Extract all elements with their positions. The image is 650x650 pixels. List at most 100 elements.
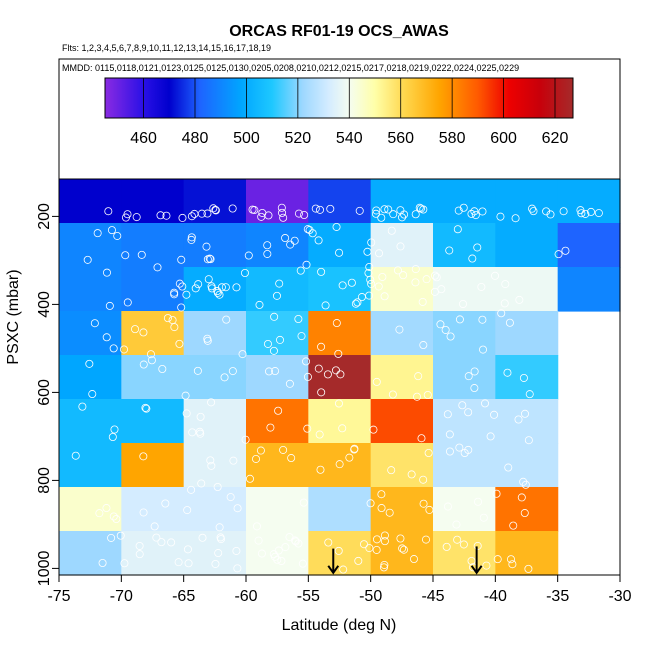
sample-point xyxy=(431,271,440,280)
sample-point xyxy=(459,540,468,549)
heatmap-cell xyxy=(495,487,559,532)
sample-point xyxy=(206,456,215,465)
sample-point xyxy=(430,287,439,296)
heatmap-cell xyxy=(121,355,185,400)
heatmap-cell xyxy=(495,531,559,576)
sample-point xyxy=(102,268,111,277)
sample-point xyxy=(182,409,191,418)
sample-point xyxy=(496,212,505,221)
heatmap-cell xyxy=(59,355,122,400)
sample-point xyxy=(232,546,241,555)
heatmap-cell xyxy=(246,223,309,268)
sample-point xyxy=(315,430,324,439)
sample-point xyxy=(453,535,462,544)
sample-point xyxy=(139,328,148,337)
sample-point xyxy=(316,205,325,214)
heatmap-cell xyxy=(121,179,185,224)
sample-point xyxy=(339,565,348,574)
heatmap-cell xyxy=(59,399,122,444)
sample-point xyxy=(168,316,177,325)
sample-point xyxy=(132,213,141,222)
sample-point xyxy=(137,250,146,259)
sample-point xyxy=(367,238,376,247)
sample-point xyxy=(187,212,196,221)
sample-point xyxy=(366,499,375,508)
heatmap-cell xyxy=(183,355,247,400)
x-tick-label: -75 xyxy=(47,588,70,605)
sample-point xyxy=(528,204,537,213)
sample-point xyxy=(107,226,116,235)
heatmap-cell xyxy=(433,399,496,444)
sample-point xyxy=(422,275,431,284)
sample-point xyxy=(105,301,114,310)
sample-point xyxy=(525,390,534,399)
heatmap-cell xyxy=(370,399,434,444)
sample-point xyxy=(380,292,389,301)
sample-point xyxy=(473,541,482,550)
sample-point xyxy=(508,560,517,569)
heatmap-cell xyxy=(370,531,434,576)
heatmap-cell xyxy=(59,443,122,488)
sample-point xyxy=(334,399,343,408)
sample-point xyxy=(446,332,455,341)
sample-point xyxy=(109,344,118,353)
sample-point xyxy=(264,367,273,376)
arrow-annotations xyxy=(327,546,483,575)
colorbar-frame xyxy=(58,58,621,180)
colorbar-tick-label: 600 xyxy=(490,130,517,147)
sample-point xyxy=(146,350,155,359)
sample-point xyxy=(413,392,422,401)
sample-point xyxy=(455,443,464,452)
sample-point xyxy=(263,241,272,250)
sample-point xyxy=(102,504,111,513)
sample-point xyxy=(256,446,265,455)
sample-point xyxy=(407,470,416,479)
sample-point xyxy=(464,408,473,417)
sample-point xyxy=(419,341,428,350)
sample-point xyxy=(418,297,427,306)
sample-point xyxy=(269,346,278,355)
sample-points xyxy=(71,203,603,574)
sample-point xyxy=(287,454,296,463)
sample-point xyxy=(228,367,237,376)
sample-point xyxy=(372,535,381,544)
sample-point xyxy=(241,435,250,444)
sample-point xyxy=(279,213,288,222)
sample-point xyxy=(141,403,150,412)
sample-point xyxy=(157,538,166,547)
sample-point xyxy=(316,465,325,474)
sample-point xyxy=(254,536,263,545)
sample-point xyxy=(478,315,487,324)
sample-point xyxy=(432,273,441,282)
colorbar-ticks: 460 480 500 520 540 560 580 600 620 xyxy=(130,78,568,147)
sample-point xyxy=(163,314,172,323)
sample-point xyxy=(504,463,513,472)
sample-point xyxy=(302,260,311,269)
sample-point xyxy=(422,535,431,544)
sample-point xyxy=(188,428,197,437)
dates-line: MMDD: 0115,0118,0121,0123,0125,0125,0130… xyxy=(62,63,519,73)
sample-point xyxy=(389,210,398,219)
sample-point xyxy=(217,535,226,544)
heatmap-cell xyxy=(370,223,434,268)
sample-point xyxy=(365,544,374,553)
sample-point xyxy=(414,372,423,381)
sample-point xyxy=(211,559,220,568)
sample-point xyxy=(85,359,94,368)
y-tick-label: 600 xyxy=(36,379,53,406)
sample-point xyxy=(529,207,538,216)
sample-point xyxy=(467,556,476,565)
sample-point xyxy=(215,290,224,299)
sample-point xyxy=(336,370,345,379)
heatmap-cell xyxy=(433,531,496,576)
sample-point xyxy=(257,212,266,221)
sample-point xyxy=(107,533,116,542)
sample-point xyxy=(314,364,323,373)
sample-point xyxy=(380,531,389,540)
sample-point xyxy=(300,210,309,219)
sample-point xyxy=(470,367,479,376)
heatmap-cell xyxy=(121,223,185,268)
sample-point xyxy=(338,281,347,290)
sample-point xyxy=(317,388,326,397)
